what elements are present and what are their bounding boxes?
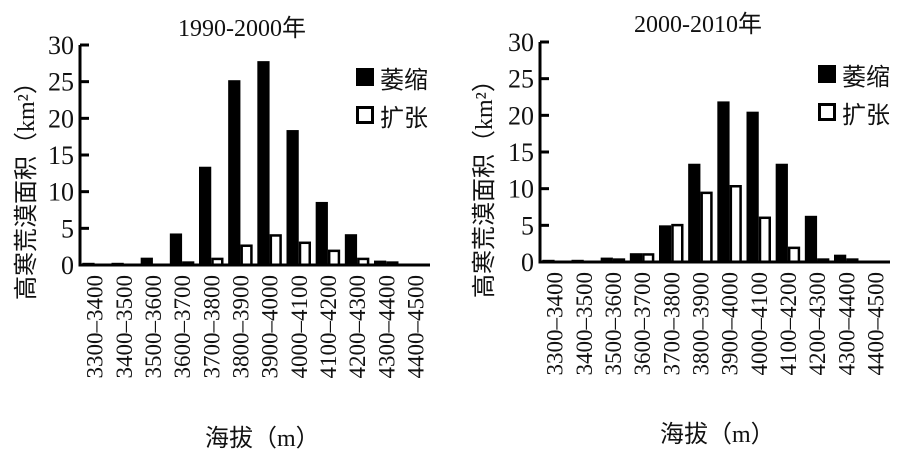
x-tick-label: 3800–3900 (688, 272, 713, 376)
legend-item-expand: 扩张 (356, 96, 428, 134)
chart-title: 2000-2010年 (634, 12, 762, 38)
bar-expand (787, 246, 801, 264)
bar-shrink (169, 233, 183, 265)
legend-item-shrink: 萎缩 (356, 58, 428, 96)
bar-shrink (286, 130, 299, 265)
bar-expand (298, 241, 311, 267)
x-tick-label: 4300–4400 (834, 272, 859, 376)
bar-shrink (629, 253, 643, 262)
x-tick-label: 4100–4200 (316, 275, 341, 379)
y-tick-label: 25 (48, 68, 74, 97)
y-tick-label: 5 (61, 214, 74, 243)
y-tick-label: 10 (48, 178, 74, 207)
x-tick-label: 3800–3900 (228, 275, 253, 379)
filled-square-icon (818, 65, 836, 83)
y-tick-label: 15 (48, 141, 74, 170)
y-tick-label: 10 (508, 175, 534, 204)
legend-label: 萎缩 (842, 64, 890, 91)
legend: 萎缩 扩张 (818, 55, 890, 131)
x-tick-label: 3500–3600 (141, 275, 166, 379)
x-tick-label: 3300–3400 (83, 275, 108, 379)
x-tick-label: 3400–3500 (572, 272, 597, 376)
x-tick-label: 4100–4200 (776, 272, 801, 376)
y-tick-label: 5 (521, 211, 534, 240)
x-tick-label: 3900–4000 (258, 275, 283, 379)
x-tick-label: 3600–3700 (170, 275, 195, 379)
y-tick-label: 0 (521, 248, 534, 277)
x-axis-label: 海拔（m） (205, 426, 320, 452)
chart-panel-2000-2010: 2000-2010年 高寒荒漠面积（km²） 海拔（m） 萎缩 扩张 0 5 10 1… (454, 0, 908, 451)
x-tick-label: 4200–4300 (345, 275, 370, 379)
x-tick-label: 3300–3400 (543, 272, 568, 376)
legend-label: 扩张 (842, 102, 890, 129)
x-tick-label: 4300–4400 (374, 275, 399, 379)
filled-square-icon (356, 68, 374, 86)
y-tick-label: 0 (61, 251, 74, 280)
bar-shrink (804, 215, 818, 262)
y-tick-label: 20 (508, 101, 534, 130)
x-tick-label: 3500–3600 (601, 272, 626, 376)
bar-expand (671, 223, 684, 264)
bar-shrink (315, 201, 328, 265)
x-tick-label: 4200–4300 (805, 272, 830, 376)
bar-shrink (746, 111, 759, 263)
y-tick-label: 15 (508, 138, 534, 167)
x-tick-label: 3600–3700 (630, 272, 655, 376)
x-tick-label: 3700–3800 (659, 272, 684, 376)
hollow-square-icon (356, 106, 374, 124)
x-tick-label: 3700–3800 (199, 275, 224, 379)
x-tick-label: 4400–4500 (863, 272, 888, 376)
bar-shrink (775, 163, 788, 262)
legend-label: 扩张 (380, 105, 428, 132)
chart-title: 1990-2000年 (178, 16, 306, 42)
legend-item-expand: 扩张 (818, 93, 890, 131)
bar-expand (729, 185, 742, 264)
bar-expand (327, 249, 341, 267)
legend: 萎缩 扩张 (356, 58, 428, 134)
bar-shrink (717, 101, 730, 263)
x-tick-label: 4400–4500 (403, 275, 428, 379)
legend-item-shrink: 萎缩 (818, 55, 890, 93)
bar-shrink (140, 257, 153, 265)
bar-shrink (659, 225, 672, 262)
bar-expand (758, 216, 771, 264)
bar-shrink (257, 61, 270, 266)
bar-expand (700, 191, 713, 264)
y-tick-label: 30 (508, 28, 534, 57)
bar-shrink (834, 254, 847, 262)
y-tick-label: 20 (48, 104, 74, 133)
hollow-square-icon (818, 103, 836, 121)
bar-expand (240, 244, 253, 267)
y-tick-label: 25 (508, 65, 534, 94)
bar-shrink (228, 80, 241, 265)
bar-shrink (374, 260, 387, 265)
x-axis-label: 海拔（m） (660, 422, 775, 448)
x-tick-label: 4000–4100 (287, 275, 312, 379)
chart-panel-1990-2000: 1990-2000年 高寒荒漠面积（km²） 海拔（m） 萎缩 扩张 0 5 10 1… (0, 0, 454, 452)
bar-shrink (688, 163, 701, 262)
x-tick-label: 4000–4100 (747, 272, 772, 376)
x-tick-label: 3400–3500 (112, 275, 137, 379)
bar-shrink (600, 257, 613, 262)
bar-shrink (344, 234, 358, 265)
bar-expand (269, 234, 282, 267)
legend-label: 萎缩 (380, 67, 428, 94)
x-tick-label: 3900–4000 (718, 272, 743, 376)
y-tick-label: 30 (48, 31, 74, 60)
bar-shrink (199, 166, 212, 265)
